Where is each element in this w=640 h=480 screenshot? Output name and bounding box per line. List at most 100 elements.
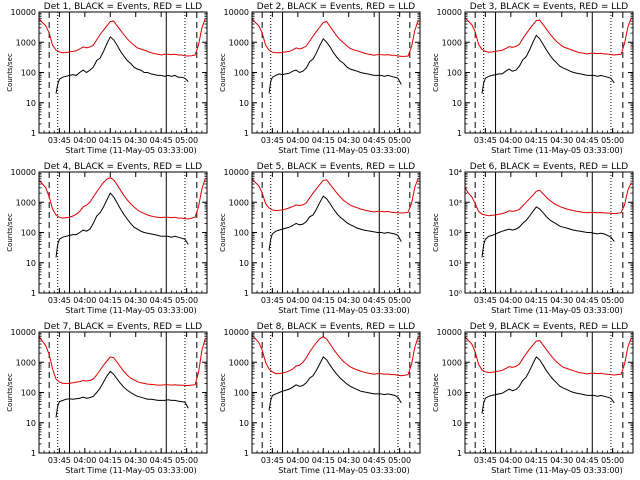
y-tick-label: 10⁴ — [449, 168, 462, 177]
series-lld-line — [464, 17, 632, 56]
x-tick-label: 05:00 — [175, 136, 198, 145]
x-tick-label: 04:00 — [286, 136, 309, 145]
x-tick-label: 04:15 — [312, 136, 335, 145]
y-tick-label: 10 — [452, 419, 462, 428]
x-tick-label: 04:00 — [73, 296, 96, 305]
x-tick-label: 04:45 — [576, 136, 599, 145]
x-tick-label: 04:30 — [337, 296, 360, 305]
x-tick-label: 04:15 — [525, 456, 548, 465]
y-tick-label: 1000 — [16, 358, 36, 367]
panels: Det 1, BLACK = Events, RED = LLD11010010… — [6, 2, 634, 475]
y-tick-label: 1 — [244, 449, 249, 458]
y-tick-label: 10³ — [449, 198, 462, 207]
y-axis-label: Counts/sec — [432, 373, 440, 412]
series-events-line — [55, 192, 189, 258]
x-tick-label: 04:45 — [363, 136, 386, 145]
y-tick-label: 100 — [234, 229, 249, 238]
y-tick-label: 10 — [26, 259, 36, 268]
x-axis-label: Start Time (11-May-05 03:33:00) — [491, 466, 622, 475]
panel-title: Det 7, BLACK = Events, RED = LLD — [44, 322, 203, 332]
x-tick-label: 04:00 — [73, 136, 96, 145]
y-tick-label: 1 — [244, 129, 249, 138]
y-tick-label: 10000 — [437, 328, 462, 337]
x-tick-label: 04:30 — [337, 136, 360, 145]
y-tick-label: 10000 — [224, 8, 249, 17]
y-tick-label: 10⁰ — [449, 289, 462, 298]
y-tick-label: 1 — [244, 289, 249, 298]
x-tick-label: 04:45 — [576, 296, 599, 305]
series-events-line — [481, 34, 615, 94]
plot-frame — [38, 171, 208, 294]
y-tick-label: 1000 — [442, 38, 462, 47]
x-tick-label: 04:00 — [286, 456, 309, 465]
panel-det-5: Det 5, BLACK = Events, RED = LLD 1 10 100 10… — [219, 162, 421, 315]
x-axis-label: Start Time (11-May-05 03:33:00) — [65, 466, 196, 475]
x-tick-label: 03:45 — [48, 456, 71, 465]
series-events-line — [268, 37, 402, 94]
y-tick-label: 10000 — [224, 328, 249, 337]
panel-det-4: Det 4, BLACK = Events, RED = LLD 1 10 100 10… — [6, 162, 208, 315]
y-tick-label: 1 — [31, 449, 36, 458]
y-tick-label: 100 — [21, 389, 36, 398]
series-lld-line — [251, 178, 419, 214]
series-lld-line — [38, 336, 206, 386]
y-tick-label: 10¹ — [449, 259, 462, 268]
y-tick-label: 10 — [239, 99, 249, 108]
x-tick-label: 05:00 — [175, 456, 198, 465]
y-tick-label: 100 — [447, 389, 462, 398]
panel-det-1: Det 1, BLACK = Events, RED = LLD 1 10 100 10… — [6, 2, 208, 155]
y-axis-label: Counts/sec — [6, 373, 14, 412]
x-axis-label: Start Time (11-May-05 03:33:00) — [278, 466, 409, 475]
x-tick-label: 04:00 — [286, 296, 309, 305]
series-lld-line — [464, 336, 632, 376]
x-tick-label: 05:00 — [388, 456, 411, 465]
y-tick-label: 100 — [234, 389, 249, 398]
y-tick-label: 1000 — [16, 198, 36, 207]
series-events-line — [55, 36, 189, 94]
y-axis-label: Counts/sec — [6, 53, 14, 92]
panel-det-3: Det 3, BLACK = Events, RED = LLD 1 10 100 10… — [432, 2, 634, 155]
x-tick-label: 03:45 — [474, 456, 497, 465]
x-tick-label: 04:45 — [150, 296, 173, 305]
x-tick-label: 05:00 — [601, 456, 624, 465]
x-tick-label: 04:15 — [99, 456, 122, 465]
y-tick-label: 10000 — [11, 8, 36, 17]
x-tick-label: 04:15 — [525, 296, 548, 305]
y-tick-label: 10 — [239, 419, 249, 428]
x-tick-label: 04:45 — [576, 456, 599, 465]
x-tick-label: 04:00 — [499, 456, 522, 465]
x-tick-label: 04:30 — [124, 456, 147, 465]
x-tick-label: 03:45 — [474, 296, 497, 305]
x-tick-label: 03:45 — [261, 296, 284, 305]
x-tick-label: 04:30 — [337, 456, 360, 465]
panel-det-2: Det 2, BLACK = Events, RED = LLD 1 10 100 10… — [219, 2, 421, 155]
x-axis-label: Start Time (11-May-05 03:33:00) — [491, 146, 622, 155]
y-tick-label: 1 — [31, 289, 36, 298]
series-events-line — [55, 370, 189, 418]
panel-title: Det 2, BLACK = Events, RED = LLD — [257, 2, 416, 12]
y-tick-label: 1000 — [16, 38, 36, 47]
x-tick-label: 05:00 — [388, 296, 411, 305]
x-tick-label: 04:00 — [499, 296, 522, 305]
series-lld-line — [251, 18, 419, 57]
plot-frame — [464, 11, 634, 134]
x-tick-label: 04:45 — [150, 456, 173, 465]
x-tick-label: 04:30 — [124, 296, 147, 305]
y-tick-label: 1 — [31, 129, 36, 138]
plot-frame — [38, 11, 208, 134]
x-tick-label: 04:45 — [150, 136, 173, 145]
x-tick-label: 05:00 — [388, 136, 411, 145]
panel-det-7: Det 7, BLACK = Events, RED = LLD 1 10 100 10… — [6, 322, 208, 475]
x-tick-label: 03:45 — [261, 136, 284, 145]
y-axis-label: Counts/sec — [432, 213, 440, 252]
x-tick-label: 03:45 — [474, 136, 497, 145]
x-tick-label: 03:45 — [48, 296, 71, 305]
y-tick-label: 10000 — [437, 8, 462, 17]
panel-det-6: Det 6, BLACK = Events, RED = LLD 10⁰ 10¹ 10… — [432, 162, 634, 315]
y-tick-label: 1000 — [442, 358, 462, 367]
y-tick-label: 10 — [26, 419, 36, 428]
y-tick-label: 100 — [21, 229, 36, 238]
x-tick-label: 05:00 — [601, 296, 624, 305]
panel-title: Det 1, BLACK = Events, RED = LLD — [44, 2, 203, 12]
